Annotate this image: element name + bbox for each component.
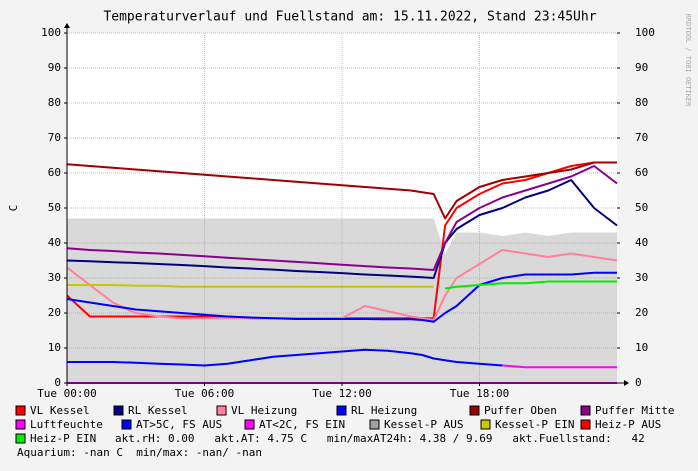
x-tick-label: Tue 18:00	[450, 387, 510, 400]
y-axis-label: C	[7, 205, 20, 212]
line	[66, 161, 617, 220]
y-axis-arrow	[64, 23, 70, 28]
line	[66, 271, 617, 323]
legend-swatch	[469, 405, 480, 416]
legend-label: Heiz-P EIN	[30, 432, 96, 445]
aquarium-text: Aquarium: -nan C min/max: -nan/ -nan	[17, 446, 262, 459]
y-tick-label: 80	[48, 96, 61, 109]
legend-label: Heiz-P AUS	[595, 418, 661, 431]
y-tick-label: 70	[48, 131, 61, 144]
y-tick-label: 40	[48, 236, 61, 249]
legend-label: Puffer Oben	[484, 404, 557, 417]
x-tick-label: Tue 00:00	[37, 387, 97, 400]
line	[67, 348, 503, 367]
legend-swatch	[580, 405, 591, 416]
y-tick-label: 50	[48, 201, 61, 214]
axes-layer: 0 10 20 30 40 50 60 70 80 90 100 0 10 20 30 40 50 60 70 80 9…	[37, 23, 655, 400]
legend-label: AT<2C, FS EIN	[259, 418, 345, 431]
x-axis-arrow	[624, 380, 629, 386]
y2-tick-label: 50	[635, 201, 648, 214]
y-tick-label: 60	[48, 166, 61, 179]
x-tick-label: Tue 12:00	[312, 387, 372, 400]
legend-swatch	[480, 419, 491, 430]
legend: VL Kessel RL Kessel VL Heizung RL Heizung Pu…	[15, 404, 674, 445]
legend-label: VL Kessel	[30, 404, 90, 417]
y-tick-label: 20	[48, 306, 61, 319]
chart-title: Temperaturverlauf und Fuellstand am: 15.…	[103, 10, 596, 25]
line	[66, 249, 618, 321]
legend-swatch	[244, 419, 255, 430]
legend-swatch	[216, 405, 227, 416]
legend-label: Kessel-P EIN	[495, 418, 574, 431]
line	[66, 179, 618, 279]
y2-tick-label: 100	[635, 26, 655, 39]
y2-tick-label: 20	[635, 306, 648, 319]
info-text: akt.rH: 0.00 akt.AT: 4.75 C min/maxAT24h…	[115, 432, 645, 445]
y-tick-label: 0	[54, 376, 61, 389]
legend-label: Kessel-P AUS	[384, 418, 463, 431]
x-tick-label: Tue 06:00	[175, 387, 235, 400]
y-tick-label: 100	[41, 26, 61, 39]
y-tick-label: 10	[48, 341, 61, 354]
legend-label: RL Kessel	[128, 404, 188, 417]
legend-label: AT>5C, FS AUS	[136, 418, 222, 431]
y2-tick-label: 90	[635, 61, 648, 74]
legend-label: Luftfeuchte	[30, 418, 103, 431]
y2-tick-label: 10	[635, 341, 648, 354]
y-tick-label: 90	[48, 61, 61, 74]
legend-swatch	[580, 419, 591, 430]
legend-label: RL Heizung	[351, 404, 417, 417]
y2-tick-label: 60	[635, 166, 648, 179]
legend-swatch	[15, 433, 26, 444]
y2-tick-label: 70	[635, 131, 648, 144]
legend-swatch	[336, 405, 347, 416]
area	[67, 218, 617, 383]
y2-tick-label: 30	[635, 271, 648, 284]
line	[66, 165, 618, 271]
legend-swatch	[113, 405, 124, 416]
line	[444, 280, 617, 290]
legend-label: Puffer Mitte	[595, 404, 674, 417]
y2-tick-label: 0	[635, 376, 642, 389]
y2-tick-label: 40	[635, 236, 648, 249]
watermark: RRDTOOL / TOBI OETIKER	[684, 14, 692, 108]
legend-swatch	[369, 419, 380, 430]
legend-swatch	[121, 419, 132, 430]
y2-tick-label: 80	[635, 96, 648, 109]
line	[502, 364, 617, 369]
line	[67, 284, 434, 288]
legend-swatch	[15, 405, 26, 416]
y-tick-label: 30	[48, 271, 61, 284]
legend-swatch	[15, 419, 26, 430]
legend-label: VL Heizung	[231, 404, 297, 417]
